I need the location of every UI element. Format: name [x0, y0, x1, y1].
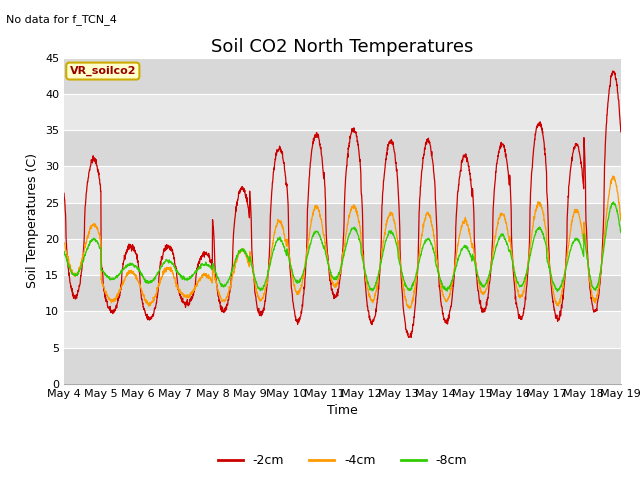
- Bar: [64, 348, 621, 384]
- X-axis label: Time: Time: [327, 405, 358, 418]
- Bar: [64, 167, 621, 203]
- Bar: [64, 130, 621, 167]
- Text: VR_soilco2: VR_soilco2: [70, 66, 136, 76]
- Bar: [64, 94, 621, 130]
- Text: No data for f_TCN_4: No data for f_TCN_4: [6, 14, 117, 25]
- Bar: [64, 275, 621, 312]
- Bar: [64, 203, 621, 239]
- Y-axis label: Soil Temperatures (C): Soil Temperatures (C): [26, 153, 40, 288]
- Bar: [64, 239, 621, 275]
- Bar: [64, 312, 621, 348]
- Title: Soil CO2 North Temperatures: Soil CO2 North Temperatures: [211, 38, 474, 56]
- Legend: -2cm, -4cm, -8cm: -2cm, -4cm, -8cm: [212, 449, 472, 472]
- Bar: [64, 58, 621, 94]
